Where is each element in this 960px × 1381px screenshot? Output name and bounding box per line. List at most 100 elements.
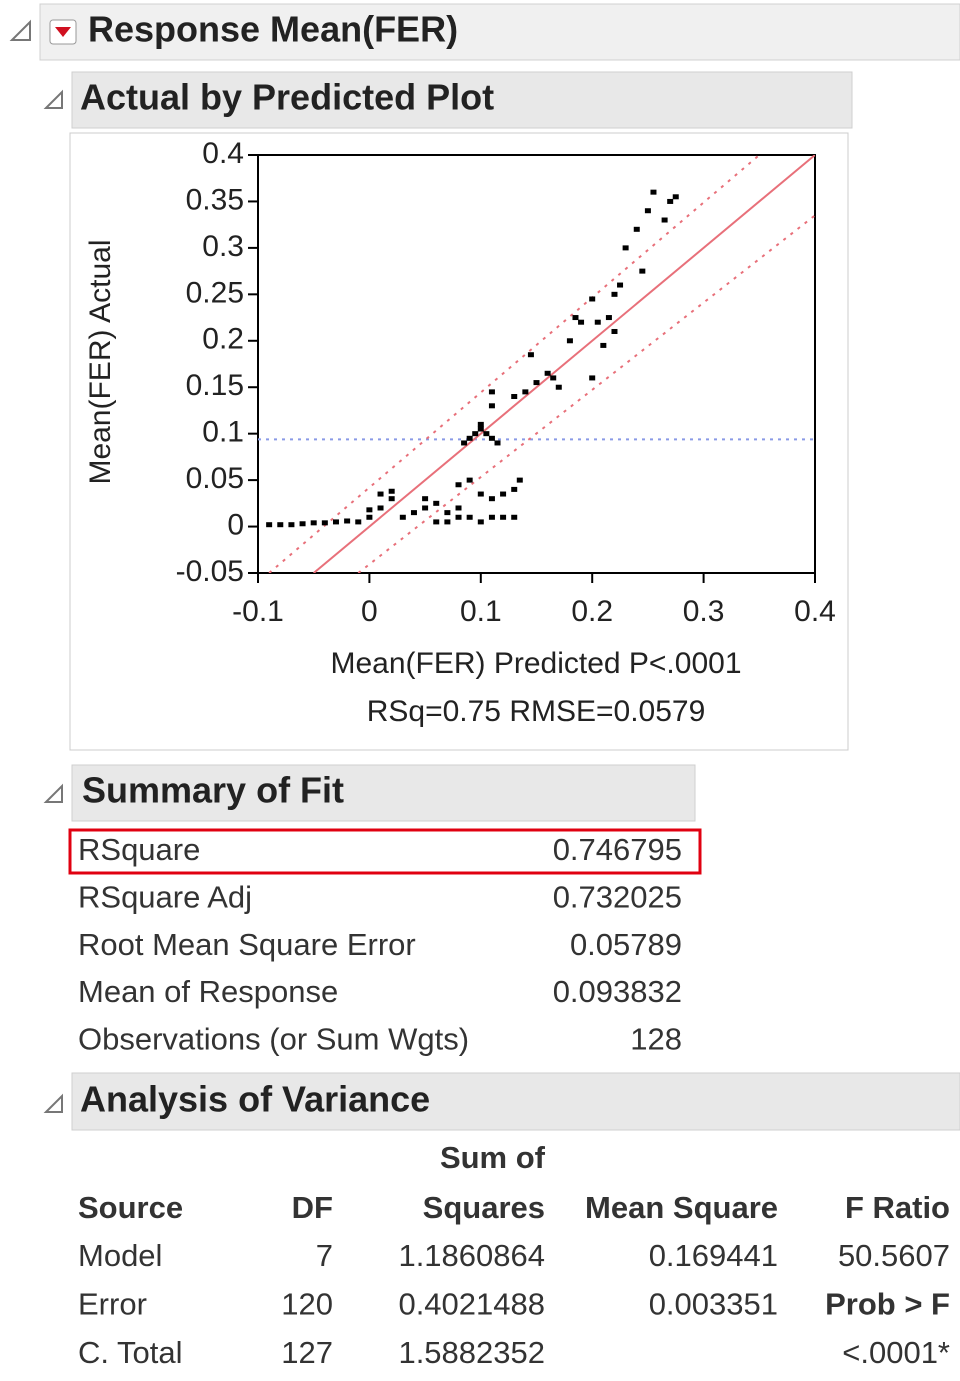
section-header bbox=[71, 764, 696, 822]
point bbox=[344, 518, 351, 524]
cell: 0.003351 bbox=[649, 1287, 778, 1322]
point bbox=[611, 291, 618, 297]
point bbox=[672, 194, 679, 200]
menu-arrow bbox=[55, 27, 71, 37]
x-tick-label: 0 bbox=[361, 595, 378, 628]
point bbox=[522, 389, 529, 395]
f-cell: <.0001* bbox=[842, 1335, 950, 1370]
point bbox=[461, 440, 468, 446]
point bbox=[377, 491, 384, 497]
point bbox=[488, 514, 495, 520]
point bbox=[366, 514, 373, 520]
point bbox=[277, 522, 284, 528]
cell: Error bbox=[78, 1287, 147, 1322]
point bbox=[466, 514, 473, 520]
point bbox=[355, 519, 362, 525]
section-title: Summary of Fit bbox=[82, 770, 344, 811]
y-tick-label: 0.3 bbox=[202, 230, 244, 263]
point bbox=[422, 505, 429, 511]
point bbox=[310, 520, 317, 526]
collapse-icon[interactable] bbox=[43, 1093, 63, 1113]
point bbox=[477, 426, 484, 432]
point bbox=[533, 380, 540, 386]
point bbox=[477, 519, 484, 525]
cell: C. Total bbox=[78, 1335, 183, 1370]
point bbox=[488, 389, 495, 395]
column-header: F Ratio bbox=[845, 1190, 950, 1225]
cell: 1.1860864 bbox=[398, 1238, 545, 1273]
point bbox=[622, 245, 629, 251]
y-tick-label: 0.2 bbox=[202, 323, 244, 356]
point bbox=[399, 514, 406, 520]
f-cell: Prob > F bbox=[825, 1287, 950, 1322]
x-tick-label: 0.2 bbox=[571, 595, 613, 628]
point bbox=[466, 435, 473, 441]
point bbox=[299, 521, 306, 527]
cell: Model bbox=[78, 1238, 162, 1273]
point bbox=[321, 520, 328, 526]
section-title: Analysis of Variance bbox=[80, 1079, 430, 1120]
point bbox=[500, 514, 507, 520]
y-tick-label: 0.1 bbox=[202, 416, 244, 449]
point bbox=[266, 522, 273, 528]
cell: 7 bbox=[316, 1238, 333, 1273]
column-header: Source bbox=[78, 1190, 183, 1225]
x-tick-label: 0.3 bbox=[683, 595, 725, 628]
row-value: 0.746795 bbox=[553, 832, 682, 867]
point bbox=[377, 505, 384, 511]
point bbox=[422, 496, 429, 502]
row-label: Mean of Response bbox=[78, 974, 338, 1009]
point bbox=[288, 522, 295, 528]
collapse-icon[interactable] bbox=[43, 783, 63, 803]
point bbox=[444, 510, 451, 516]
row-label: Root Mean Square Error bbox=[78, 927, 416, 962]
point bbox=[661, 217, 668, 223]
y-tick-label: 0 bbox=[227, 508, 244, 541]
row-value: 128 bbox=[630, 1021, 682, 1056]
section-header bbox=[71, 1072, 960, 1131]
x-tick-label: -0.1 bbox=[232, 595, 284, 628]
point bbox=[494, 440, 501, 446]
point bbox=[488, 403, 495, 409]
highlight-box bbox=[68, 828, 702, 875]
y-tick-label: 0.15 bbox=[186, 369, 244, 402]
row-label: RSquare bbox=[78, 832, 200, 867]
y-tick-label: 0.05 bbox=[186, 462, 244, 495]
point bbox=[477, 491, 484, 497]
y-tick-label: 0.25 bbox=[186, 276, 244, 309]
point bbox=[594, 319, 601, 325]
cell: 0.4021488 bbox=[398, 1287, 545, 1322]
row-value: 0.05789 bbox=[570, 927, 682, 962]
point bbox=[488, 435, 495, 441]
point bbox=[388, 496, 395, 502]
point bbox=[600, 342, 607, 348]
fit-line bbox=[313, 155, 815, 573]
column-header: Squares bbox=[423, 1190, 545, 1225]
point bbox=[633, 226, 640, 232]
cell: 1.5882352 bbox=[398, 1335, 545, 1370]
point bbox=[433, 519, 440, 525]
column-header: Mean Square bbox=[585, 1190, 778, 1225]
plot-area bbox=[257, 154, 816, 574]
collapse-icon[interactable] bbox=[9, 19, 31, 41]
title-bar bbox=[39, 3, 960, 61]
point bbox=[388, 488, 395, 494]
column-header: Sum of bbox=[440, 1140, 546, 1175]
point bbox=[566, 338, 573, 344]
point bbox=[472, 431, 479, 437]
point bbox=[667, 198, 674, 204]
section-header bbox=[71, 71, 853, 129]
point bbox=[455, 482, 462, 488]
point bbox=[483, 431, 490, 437]
report-title: Response Mean(FER) bbox=[88, 9, 458, 50]
point bbox=[466, 477, 473, 483]
column-header: DF bbox=[292, 1190, 333, 1225]
point bbox=[555, 384, 562, 390]
point bbox=[511, 514, 518, 520]
row-value: 0.093832 bbox=[553, 974, 682, 1009]
point bbox=[500, 491, 507, 497]
cell: 127 bbox=[281, 1335, 333, 1370]
collapse-icon[interactable] bbox=[43, 89, 63, 109]
x-axis-label: Mean(FER) Predicted P<.0001 bbox=[330, 647, 741, 680]
